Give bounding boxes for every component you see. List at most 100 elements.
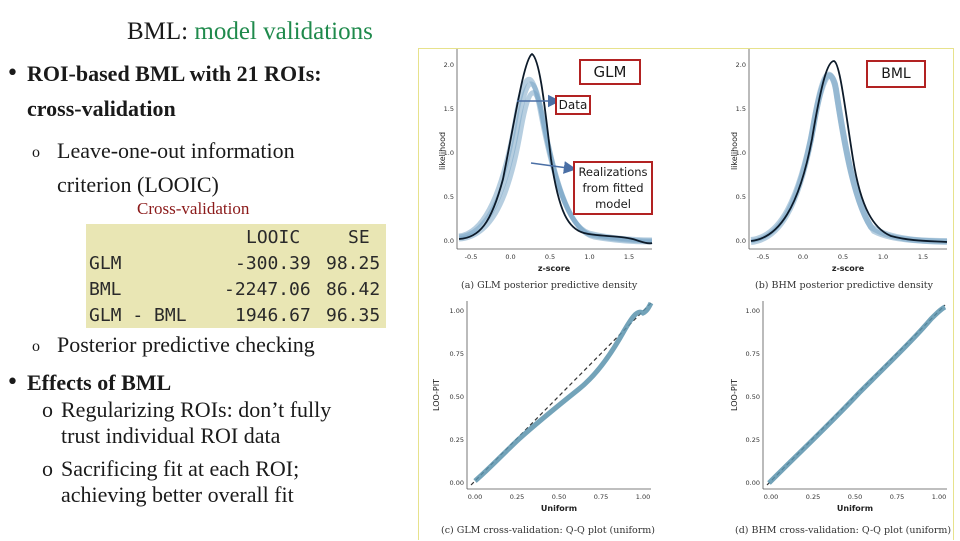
row-looic-glm: -300.39: [235, 253, 311, 274]
row-looic-diff: 1946.67: [235, 305, 311, 326]
qq-x-tick-d-1: 0.25: [806, 493, 820, 501]
bullet-glyph-2: •: [6, 370, 19, 395]
qq-y-tick-c-0: 1.00: [450, 307, 464, 315]
density-ylabel-a: likelihood: [438, 132, 447, 170]
panel-a-data-curve: [458, 52, 653, 245]
panel-c-qq-curve: [473, 301, 654, 483]
density-y-tick-a-4: 0.0: [444, 237, 454, 245]
callout-bml: BML: [866, 60, 926, 88]
density-x-tick-b-4: 1.5: [918, 253, 928, 261]
qq-x-tick-d-3: 0.75: [890, 493, 904, 501]
qq-x-tick-c-0: 0.00: [468, 493, 482, 501]
row-label-diff: GLM - BML: [89, 305, 187, 326]
row-looic-bml: -2247.06: [224, 279, 311, 300]
se-header: SE: [348, 227, 370, 248]
density-x-tick-b-0: -0.5: [757, 253, 770, 261]
qq-y-tick-d-2: 0.50: [746, 393, 760, 401]
qq-ylabel-d: LOO-PIT: [730, 379, 739, 411]
title-highlight: model validations: [194, 18, 373, 45]
density-y-tick-a-2: 1.0: [444, 149, 454, 157]
qq-y-tick-c-3: 0.25: [450, 436, 464, 444]
qq-y-tick-d-0: 1.00: [746, 307, 760, 315]
qq-x-tick-c-2: 0.50: [552, 493, 566, 501]
qq-xlabel-c: Uniform: [541, 504, 577, 513]
qq-x-tick-c-4: 1.00: [636, 493, 650, 501]
qq-ylabel-c: LOO-PIT: [432, 379, 441, 411]
sub-bullet-posterior: o Posterior predictive checking: [32, 328, 315, 362]
density-y-ticks-a: 2.0 1.5 1.0 0.5 0.0: [444, 61, 454, 245]
qq-x-tick-d-4: 1.00: [932, 493, 946, 501]
qq-y-tick-c-4: 0.00: [450, 479, 464, 487]
density-x-tick-b-2: 0.5: [838, 253, 848, 261]
title-prefix: BML:: [127, 18, 189, 45]
qq-x-tick-d-0: 0.00: [764, 493, 778, 501]
panel-b-realizations: [750, 71, 948, 245]
callout-data: Data: [555, 95, 591, 115]
sub-posterior-text: Posterior predictive checking: [57, 332, 315, 357]
density-x-ticks-a: -0.5 0.0 0.5 1.0 1.5: [465, 253, 635, 261]
callout-realizations: Realizations from fitted model: [573, 161, 653, 215]
qq-x-tick-d-2: 0.50: [848, 493, 862, 501]
bullet-effects: • Effects of BML: [6, 365, 171, 400]
sub-glyph-3: o: [42, 397, 53, 422]
density-x-tick-a-3: 1.0: [584, 253, 594, 261]
sub-regularizing-line2: trust individual ROI data: [61, 423, 281, 448]
sub-sacrificing-line2: achieving better overall fit: [61, 482, 294, 507]
row-se-glm: 98.25: [326, 253, 381, 274]
sub-bullet-regularizing: o Regularizing ROIs: don’t fully trust i…: [42, 397, 331, 449]
qq-y-tick-d-4: 0.00: [746, 479, 760, 487]
sub-glyph-4: o: [42, 456, 53, 481]
panel-c-qq: [466, 301, 654, 490]
density-x-ticks-b: -0.5 0.0 0.5 1.0 1.5: [757, 253, 929, 261]
qq-x-tick-c-1: 0.25: [510, 493, 524, 501]
row-label-bml: BML: [89, 279, 122, 300]
density-y-tick-a-0: 2.0: [444, 61, 454, 69]
density-y-tick-b-0: 2.0: [736, 61, 746, 69]
arrow-realizations: [530, 161, 577, 174]
density-x-tick-a-1: 0.0: [505, 253, 515, 261]
density-x-tick-b-1: 0.0: [798, 253, 808, 261]
cross-validation-label: Cross-validation: [137, 199, 250, 218]
density-y-tick-a-3: 0.5: [444, 193, 454, 201]
density-y-tick-b-3: 0.5: [736, 193, 746, 201]
row-se-bml: 86.42: [326, 279, 381, 300]
qq-y-ticks-d: 1.00 0.75 0.50 0.25 0.00: [746, 307, 760, 487]
row-se-diff: 96.35: [326, 305, 381, 326]
density-y-tick-b-2: 1.0: [736, 149, 746, 157]
caption-b: (b) BHM posterior predictive density: [755, 280, 933, 291]
caption-c: (c) GLM cross-validation: Q-Q plot (unif…: [441, 525, 656, 536]
qq-y-tick-d-3: 0.25: [746, 436, 760, 444]
bullet-roi-line2: cross-validation: [27, 96, 176, 121]
sub-looic-line1: Leave-one-out information: [57, 138, 295, 163]
looic-table: LOOIC SE GLM -300.39 98.25 BML -2247.06 …: [86, 224, 386, 328]
panel-d-qq: [762, 301, 947, 490]
qq-x-ticks-d: 0.00 0.25 0.50 0.75 1.00: [764, 493, 946, 501]
sub-glyph-2: o: [32, 338, 40, 355]
density-y-ticks-b: 2.0 1.5 1.0 0.5 0.0: [736, 61, 746, 245]
slide-title: BML: model validations: [127, 18, 373, 46]
density-x-tick-a-2: 0.5: [545, 253, 555, 261]
panel-d-qq-curve: [767, 304, 947, 485]
callout-glm: GLM: [579, 59, 641, 85]
qq-y-ticks-c: 1.00 0.75 0.50 0.25 0.00: [450, 307, 464, 487]
qq-x-tick-c-3: 0.75: [594, 493, 608, 501]
density-x-tick-a-0: -0.5: [465, 253, 478, 261]
looic-header: LOOIC: [246, 227, 301, 248]
density-y-tick-a-1: 1.5: [444, 105, 454, 113]
row-label-glm: GLM: [89, 253, 122, 274]
qq-xlabel-d: Uniform: [837, 504, 873, 513]
qq-y-tick-c-2: 0.50: [450, 393, 464, 401]
density-x-tick-a-4: 1.5: [624, 253, 634, 261]
sub-looic-line2: criterion (LOOIC): [57, 172, 219, 197]
qq-y-tick-c-1: 0.75: [450, 350, 464, 358]
caption-a: (a) GLM posterior predictive density: [461, 280, 638, 291]
density-ylabel-b: likelihood: [730, 132, 739, 170]
bullet-roi: • ROI-based BML with 21 ROIs: cross-vali…: [6, 56, 322, 126]
qq-x-ticks-c: 0.00 0.25 0.50 0.75 1.00: [468, 493, 650, 501]
density-xlabel-a: z-score: [538, 264, 571, 273]
caption-d: (d) BHM cross-validation: Q-Q plot (unif…: [735, 525, 952, 536]
panel-b-density: [748, 49, 948, 250]
bullet-glyph: •: [6, 61, 19, 86]
bullet-roi-line1: ROI-based BML with 21 ROIs:: [27, 61, 322, 86]
density-y-tick-b-1: 1.5: [736, 105, 746, 113]
